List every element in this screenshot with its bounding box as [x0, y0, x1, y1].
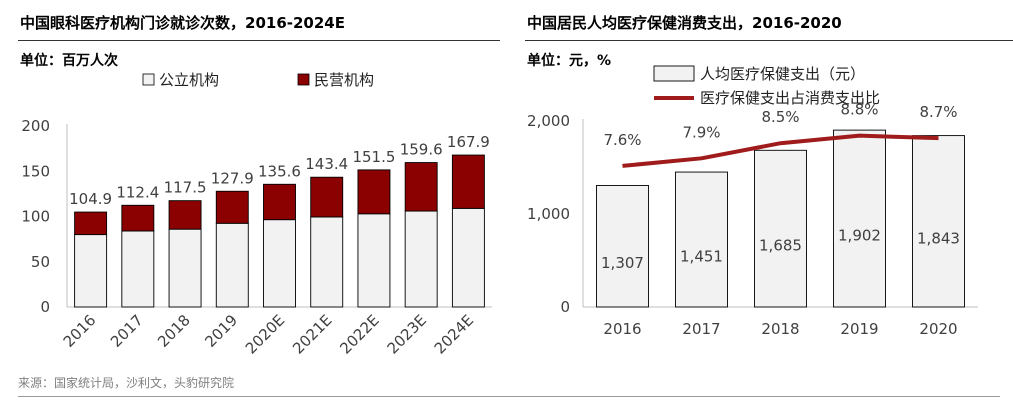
right-x-tick-label: 2017 — [682, 320, 720, 338]
bar-total-label: 112.4 — [116, 183, 159, 201]
legend-label-line: 医疗保健支出占消费支出比 — [700, 89, 880, 107]
bar-total-label: 135.6 — [258, 162, 301, 180]
source-note: 来源：国家统计局，沙利文，头豹研究院 — [18, 376, 235, 390]
share-line-label: 7.9% — [682, 123, 720, 141]
legend-label-bar: 人均医疗保健支出（元） — [700, 65, 865, 83]
spending-bar-label: 1,451 — [680, 248, 723, 266]
left-chart-title: 中国眼科医疗机构门诊就诊次数，2016-2024E — [20, 14, 345, 32]
bar-private-segment — [357, 169, 391, 215]
right-chart-unit: 单位：元，% — [527, 53, 612, 69]
left-y-tick-label: 50 — [31, 253, 50, 271]
bar-private-segment — [404, 162, 438, 212]
right-x-tick-label: 2016 — [603, 320, 641, 338]
bar-private-segment — [121, 204, 155, 232]
left-chart-unit: 单位：百万人次 — [20, 53, 118, 69]
right-x-tick-label: 2018 — [761, 320, 799, 338]
right-bar-line-chart: 人均医疗保健支出（元） 医疗保健支出占消费支出比 0 1,000 2,000 1,307 2… — [527, 65, 978, 338]
right-y-tick-label: 1,000 — [527, 205, 570, 223]
spending-bar — [833, 129, 886, 308]
bar-total-label: 143.4 — [305, 155, 348, 173]
spending-bar-label: 1,685 — [759, 237, 802, 255]
spending-bar — [912, 135, 965, 308]
bar-private-segment — [74, 211, 108, 236]
spending-bar — [675, 171, 728, 308]
left-y-tick-label: 100 — [21, 208, 50, 226]
bar-private-segment — [451, 154, 485, 209]
share-line-label: 8.7% — [919, 103, 957, 121]
right-y-tick-label: 0 — [560, 298, 570, 316]
bar-private-segment — [168, 200, 202, 230]
bar-total-label: 167.9 — [447, 133, 490, 151]
left-title-rule — [18, 40, 500, 41]
bar-public-segment — [215, 222, 249, 308]
legend-label-private: 民营机构 — [314, 71, 374, 89]
bar-public-segment — [310, 216, 344, 308]
bar-total-label: 104.9 — [69, 190, 112, 208]
bar-private-segment — [263, 183, 296, 221]
share-line-label: 8.5% — [761, 108, 799, 126]
legend-swatch-bar — [653, 65, 695, 82]
spending-bar — [754, 149, 807, 308]
bar-private-segment — [310, 176, 344, 218]
right-x-tick-label: 2020 — [919, 320, 957, 338]
spending-bar — [596, 184, 649, 308]
bar-public-segment — [263, 219, 296, 308]
spending-bar-label: 1,307 — [601, 254, 644, 272]
right-y-tick-label: 2,000 — [527, 112, 570, 130]
bar-public-segment — [451, 207, 485, 308]
bar-public-segment — [74, 234, 108, 308]
spending-bar-label: 1,843 — [917, 229, 960, 247]
legend-swatch-private — [297, 73, 310, 86]
share-line-label: 8.8% — [840, 101, 878, 119]
share-line-label: 7.6% — [603, 131, 641, 149]
spending-bar-label: 1,902 — [838, 227, 881, 245]
bar-total-label: 127.9 — [211, 169, 254, 187]
legend-label-public: 公立机构 — [159, 71, 219, 89]
left-y-tick-label: 200 — [21, 117, 50, 135]
left-stacked-bar-chart: 公立机构 民营机构050100150200104.92016112.4201711… — [21, 71, 492, 358]
legend-swatch-public — [142, 73, 155, 86]
share-line — [622, 133, 939, 168]
left-y-tick-label: 0 — [40, 298, 50, 316]
bar-total-label: 159.6 — [400, 141, 443, 159]
right-title-rule — [525, 40, 1013, 41]
bar-public-segment — [357, 213, 391, 308]
right-chart-title: 中国居民人均医疗保健消费支出，2016-2020 — [527, 14, 842, 32]
bar-total-label: 151.5 — [352, 148, 395, 166]
bar-total-label: 117.5 — [164, 179, 207, 197]
bar-public-segment — [404, 210, 438, 308]
bar-private-segment — [215, 190, 249, 224]
right-x-tick-label: 2019 — [840, 320, 878, 338]
bottom-rule — [18, 396, 1000, 397]
left-y-tick-label: 150 — [21, 162, 50, 180]
